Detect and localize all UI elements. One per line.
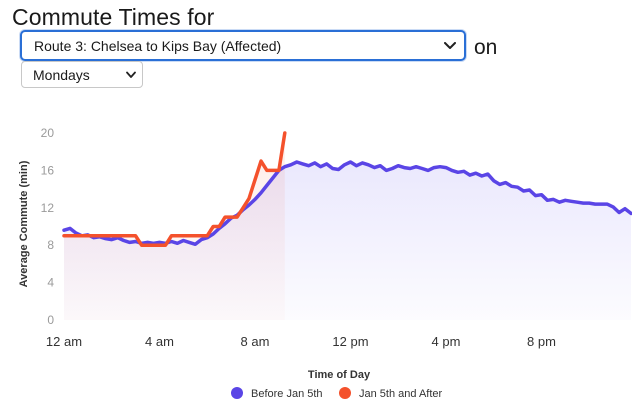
route-select-value: Route 3: Chelsea to Kips Bay (Affected) [34, 37, 282, 54]
legend-label-before[interactable]: Before Jan 5th [251, 388, 323, 400]
on-label: on [474, 36, 498, 59]
y-tick-label: 20 [41, 126, 55, 140]
x-axis-title: Time of Day [308, 369, 371, 381]
x-tick-label: 8 am [241, 334, 270, 349]
legend: Before Jan 5th Jan 5th and After [231, 387, 443, 400]
x-tick-label: 4 pm [432, 334, 461, 349]
y-tick-label: 8 [47, 238, 54, 252]
y-tick-label: 4 [47, 276, 54, 290]
commute-chart: 0 4 8 12 16 20 12 am 4 am 8 am 12 pm 4 pm 8 pm Ave… [18, 126, 632, 400]
series-line-after[interactable] [62, 131, 287, 247]
y-tick-label: 12 [41, 201, 55, 215]
page-title: Commute Times for [12, 4, 215, 30]
x-tick-label: 12 pm [332, 334, 368, 349]
legend-swatch-before[interactable] [231, 387, 243, 399]
day-select-value: Mondays [33, 66, 90, 83]
day-select[interactable]: Mondays [21, 61, 143, 88]
chevron-down-icon [444, 41, 456, 49]
x-tick-label: 8 pm [527, 334, 556, 349]
y-tick-label: 16 [41, 163, 55, 177]
x-tick-label: 12 am [46, 334, 82, 349]
legend-swatch-after[interactable] [339, 387, 351, 399]
series-line-before[interactable] [62, 160, 632, 247]
y-tick-label: 0 [47, 313, 54, 327]
series-area-after [64, 133, 285, 320]
y-axis-title: Average Commute (min) [18, 160, 30, 287]
legend-label-after[interactable]: Jan 5th and After [359, 388, 443, 400]
x-tick-label: 4 am [145, 334, 174, 349]
chevron-down-icon [126, 71, 136, 78]
route-select[interactable]: Route 3: Chelsea to Kips Bay (Affected) [20, 30, 466, 61]
